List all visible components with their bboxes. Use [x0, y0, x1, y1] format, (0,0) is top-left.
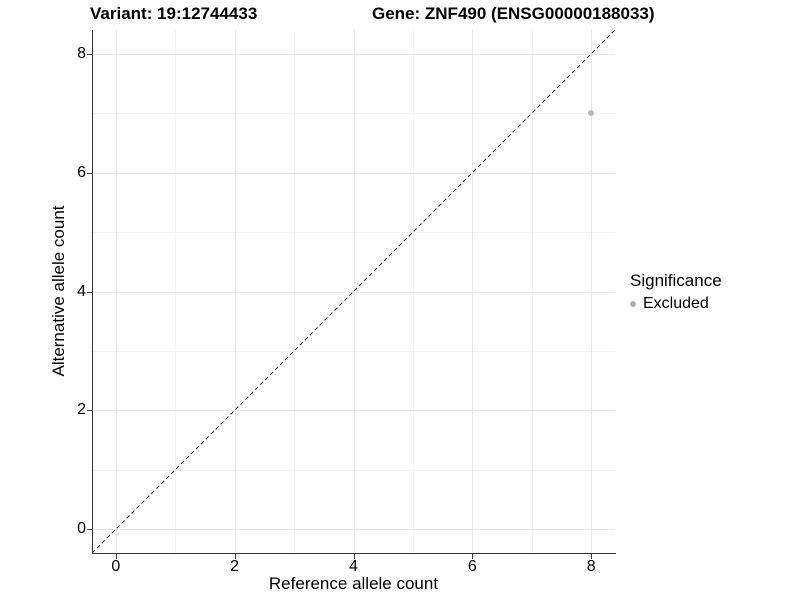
major-gridline	[92, 53, 615, 55]
x-axis-title: Reference allele count	[268, 574, 439, 593]
y-tick-label: 6	[77, 163, 86, 181]
x-tick-label: 0	[111, 558, 121, 575]
x-tick-mark	[353, 554, 355, 559]
x-tick-label: 8	[586, 558, 596, 575]
gene-title: Gene: ZNF490 (ENSG00000188033)	[372, 4, 655, 23]
data-point	[588, 110, 595, 117]
variant-title: Variant: 19:12744433	[90, 4, 258, 23]
y-tick-mark	[87, 53, 92, 55]
identity-line	[92, 30, 615, 553]
x-tick-mark	[591, 554, 593, 559]
y-tick-label: 0	[77, 520, 86, 538]
x-tick-mark	[472, 554, 474, 559]
major-gridline	[92, 529, 615, 531]
x-tick-mark	[234, 554, 236, 559]
legend-item-excluded: Excluded	[630, 295, 722, 313]
y-tick-mark	[87, 410, 92, 412]
legend: Significance Excluded	[630, 271, 722, 313]
x-axis-line	[92, 553, 616, 554]
y-tick-mark	[87, 291, 92, 293]
y-tick-mark	[87, 172, 92, 174]
y-tick-label: 2	[77, 401, 86, 419]
x-tick-label: 4	[349, 558, 358, 575]
x-tick-mark	[115, 554, 117, 559]
legend-item-label: Excluded	[643, 295, 709, 312]
y-tick-label: 4	[77, 282, 86, 300]
x-tick-label: 2	[230, 558, 240, 575]
y-tick-label: 8	[77, 44, 86, 62]
plot-panel	[92, 30, 615, 553]
legend-dot-icon	[630, 301, 636, 307]
x-tick-label: 6	[467, 558, 477, 575]
identity-line-layer	[92, 30, 615, 553]
major-gridline	[92, 172, 615, 174]
y-tick-mark	[87, 529, 92, 531]
major-gridline	[92, 291, 615, 293]
legend-title: Significance	[630, 271, 722, 290]
major-gridline	[92, 410, 615, 412]
y-axis-line	[92, 30, 93, 554]
